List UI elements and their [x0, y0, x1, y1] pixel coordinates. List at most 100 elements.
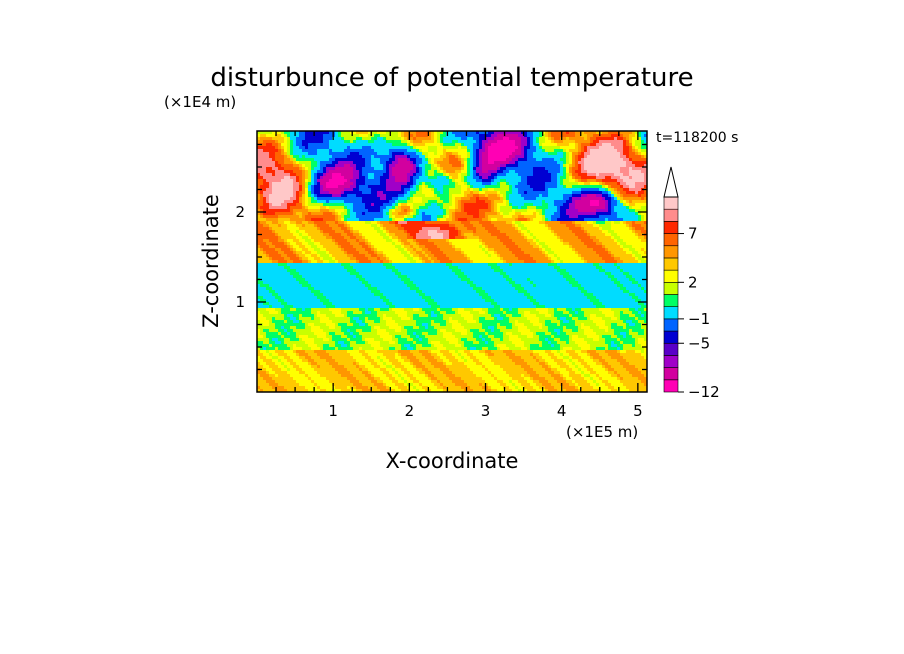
- field-cell: [422, 206, 426, 210]
- field-cell: [563, 206, 567, 210]
- field-cell: [497, 161, 501, 165]
- field-cell: [557, 143, 561, 147]
- field-cell: [470, 146, 474, 150]
- field-cell: [359, 146, 363, 150]
- field-cell: [476, 233, 480, 237]
- field-cell: [566, 185, 570, 189]
- field-cell: [320, 197, 324, 201]
- field-cell: [425, 164, 429, 168]
- field-cell: [542, 230, 546, 234]
- field-cell: [365, 233, 369, 237]
- field-cell: [566, 143, 570, 147]
- field-cell: [416, 236, 420, 240]
- field-cell: [287, 215, 291, 219]
- field-cell: [485, 146, 489, 150]
- field-cell: [428, 137, 432, 141]
- field-cell: [524, 134, 528, 138]
- field-cell: [455, 197, 459, 201]
- field-cell: [614, 140, 618, 144]
- field-cell: [617, 227, 621, 231]
- field-cell: [422, 227, 426, 231]
- field-cell: [572, 233, 576, 237]
- field-cell: [482, 191, 486, 195]
- field-cell: [470, 221, 474, 225]
- field-cell: [395, 173, 399, 177]
- field-cell: [374, 134, 378, 138]
- field-cell: [434, 131, 438, 135]
- field-cell: [305, 224, 309, 228]
- field-cell: [608, 161, 612, 165]
- field-cell: [518, 149, 522, 153]
- field-cell: [581, 149, 585, 153]
- field-cell: [326, 182, 330, 186]
- field-cell: [473, 221, 477, 225]
- field-cell: [317, 155, 321, 159]
- field-cell: [380, 185, 384, 189]
- field-cell: [479, 140, 483, 144]
- field-cell: [392, 146, 396, 150]
- field-cell: [485, 140, 489, 144]
- field-cell: [539, 206, 543, 210]
- field-cell: [548, 209, 552, 213]
- field-cell: [491, 233, 495, 237]
- field-cell: [356, 176, 360, 180]
- field-cell: [311, 239, 315, 243]
- field-cell: [509, 230, 513, 234]
- field-cell: [275, 170, 279, 174]
- field-cell: [539, 182, 543, 186]
- field-cell: [536, 194, 540, 198]
- field-cell: [314, 176, 318, 180]
- field-cell: [545, 224, 549, 228]
- field-cell: [548, 167, 552, 171]
- field-cell: [548, 137, 552, 141]
- field-cell: [470, 137, 474, 141]
- field-cell: [326, 188, 330, 192]
- field-cell: [515, 236, 519, 240]
- field-cell: [350, 194, 354, 198]
- field-cell: [524, 170, 528, 174]
- field-cell: [443, 224, 447, 228]
- field-cell: [374, 233, 378, 237]
- field-cell: [257, 215, 261, 219]
- field-cell: [641, 239, 645, 243]
- field-cell: [266, 215, 270, 219]
- field-cell: [260, 182, 264, 186]
- field-cell: [473, 212, 477, 216]
- field-cell: [575, 179, 579, 183]
- field-cell: [365, 200, 369, 204]
- field-cell: [413, 158, 417, 162]
- field-cell: [443, 158, 447, 162]
- field-cell: [425, 155, 429, 159]
- field-cell: [575, 239, 579, 243]
- field-cell: [299, 179, 303, 183]
- field-cell: [275, 185, 279, 189]
- field-cell: [368, 200, 372, 204]
- field-cell: [584, 194, 588, 198]
- field-cell: [584, 188, 588, 192]
- field-cell: [404, 170, 408, 174]
- field-cell: [422, 149, 426, 153]
- field-cell: [422, 188, 426, 192]
- field-cell: [554, 170, 558, 174]
- field-cell: [533, 176, 537, 180]
- field-cell: [281, 179, 285, 183]
- field-cell: [407, 197, 411, 201]
- field-cell: [494, 224, 498, 228]
- field-cell: [356, 242, 360, 246]
- field-cell: [311, 131, 315, 135]
- field-cell: [392, 137, 396, 141]
- field-cell: [593, 182, 597, 186]
- field-cell: [281, 194, 285, 198]
- field-cell: [326, 212, 330, 216]
- field-cell: [260, 149, 264, 153]
- field-cell: [470, 203, 474, 207]
- field-cell: [440, 158, 444, 162]
- field-cell: [437, 158, 441, 162]
- field-cell: [263, 179, 267, 183]
- field-cell: [521, 149, 525, 153]
- field-cell: [308, 170, 312, 174]
- field-cell: [332, 227, 336, 231]
- field-cell: [533, 194, 537, 198]
- field-cell: [335, 161, 339, 165]
- field-cell: [281, 200, 285, 204]
